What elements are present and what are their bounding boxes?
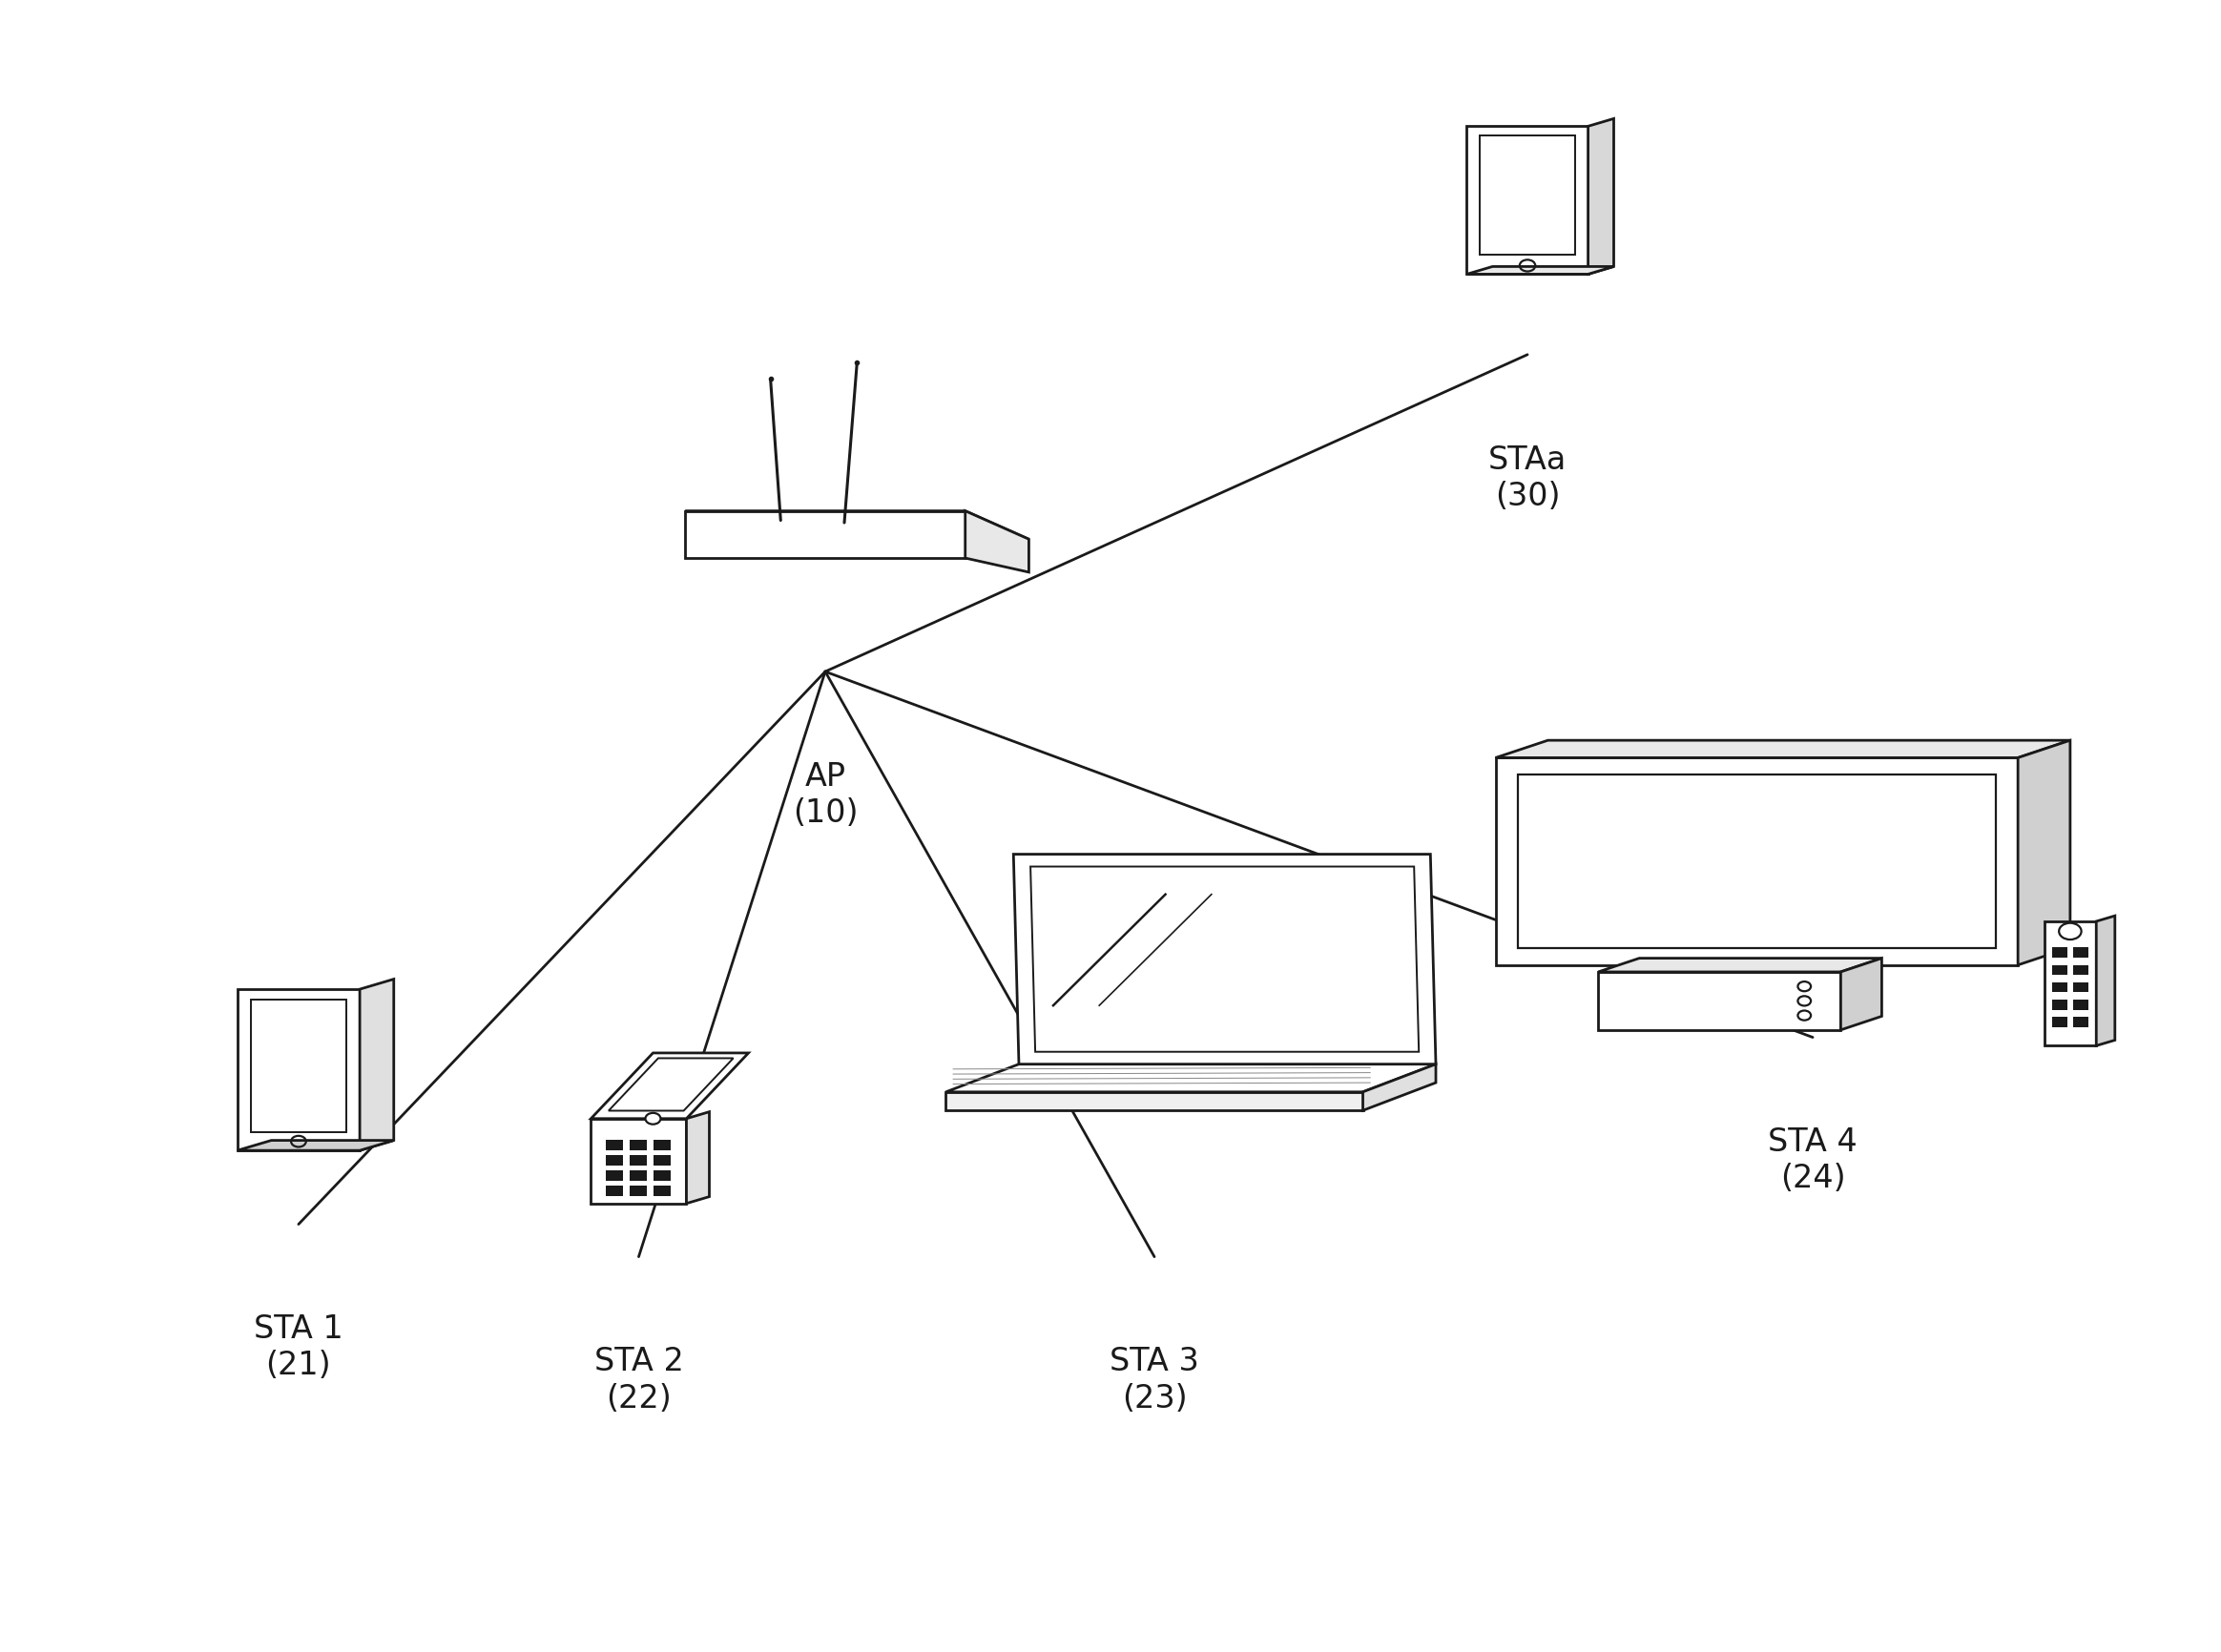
Bar	[653, 1140, 671, 1150]
Bar	[606, 1140, 624, 1150]
Bar	[2072, 999, 2088, 1009]
Polygon shape	[360, 980, 393, 1150]
Bar	[2052, 948, 2068, 958]
Polygon shape	[946, 1092, 1364, 1110]
Polygon shape	[686, 510, 1028, 539]
Polygon shape	[1588, 119, 1615, 274]
Polygon shape	[1466, 266, 1615, 274]
Text: STAa
(30): STAa (30)	[1488, 444, 1566, 512]
Polygon shape	[1031, 867, 1419, 1052]
Polygon shape	[1495, 758, 2019, 965]
Polygon shape	[1841, 958, 1881, 1029]
Text: STA 2
(22): STA 2 (22)	[593, 1346, 684, 1414]
Polygon shape	[238, 990, 360, 1150]
Circle shape	[646, 1113, 660, 1125]
Polygon shape	[1013, 854, 1435, 1064]
Polygon shape	[2097, 915, 2114, 1046]
Bar	[2052, 999, 2068, 1009]
Polygon shape	[2043, 922, 2097, 1046]
Polygon shape	[2019, 740, 2070, 965]
Polygon shape	[686, 510, 966, 558]
Polygon shape	[1599, 958, 1881, 971]
Polygon shape	[1495, 740, 2070, 758]
Polygon shape	[609, 1059, 733, 1110]
Bar	[653, 1170, 671, 1181]
Polygon shape	[1599, 971, 1841, 1029]
Polygon shape	[1466, 126, 1588, 274]
Polygon shape	[591, 1052, 748, 1118]
Polygon shape	[686, 1112, 708, 1203]
Text: STA 4
(24): STA 4 (24)	[1768, 1127, 1857, 1194]
Bar	[2052, 965, 2068, 975]
Polygon shape	[1364, 1064, 1435, 1110]
Bar	[2052, 1018, 2068, 1028]
Polygon shape	[946, 1064, 1435, 1092]
Bar	[653, 1155, 671, 1165]
Polygon shape	[251, 999, 346, 1132]
Bar	[2072, 1018, 2088, 1028]
Text: AP
(10): AP (10)	[793, 762, 857, 829]
Polygon shape	[966, 510, 1028, 572]
Text: STA 1
(21): STA 1 (21)	[253, 1313, 344, 1381]
Bar	[606, 1155, 624, 1165]
Bar	[2072, 948, 2088, 958]
Polygon shape	[591, 1118, 686, 1203]
Bar	[606, 1170, 624, 1181]
Bar	[2072, 983, 2088, 993]
Text: STA 3
(23): STA 3 (23)	[1110, 1346, 1199, 1414]
Polygon shape	[1479, 135, 1575, 254]
Bar	[653, 1186, 671, 1196]
Polygon shape	[238, 1140, 393, 1150]
Bar	[606, 1186, 624, 1196]
Polygon shape	[1517, 775, 1994, 948]
Bar	[2052, 983, 2068, 993]
Bar	[2072, 965, 2088, 975]
Bar	[631, 1170, 646, 1181]
Bar	[631, 1155, 646, 1165]
Bar	[631, 1186, 646, 1196]
Bar	[631, 1140, 646, 1150]
